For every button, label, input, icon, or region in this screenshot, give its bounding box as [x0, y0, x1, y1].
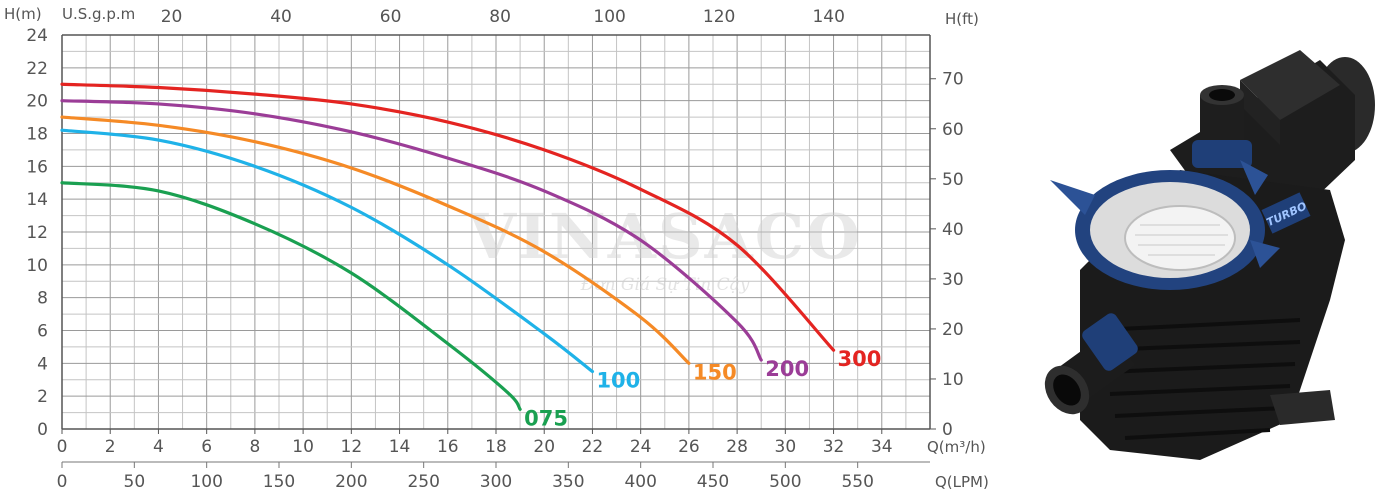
x-tick-label: 2	[105, 437, 116, 457]
y-tick-label: 6	[37, 322, 48, 342]
x-tick-label: 32	[823, 437, 845, 457]
x-tick-label: 0	[57, 437, 68, 457]
y-tick-label: 20	[26, 92, 48, 112]
series-label-150: 150	[693, 360, 737, 384]
watermark-brand: VINASACO	[467, 200, 862, 273]
series-label-100: 100	[596, 369, 640, 393]
series-labels: 075 100 150 200 300	[524, 347, 881, 430]
gpm-tick-label: 100	[593, 7, 625, 27]
y-tick-label: 24	[26, 26, 48, 46]
y-tick-label: 12	[26, 223, 48, 243]
terminal-box	[1240, 50, 1340, 120]
ft-tick-label: 0	[942, 420, 953, 440]
x-tick-label: 10	[292, 437, 314, 457]
ft-tick-label: 70	[942, 70, 964, 90]
lpm-tick-label: 350	[552, 472, 584, 492]
lid-handle-top	[1240, 160, 1268, 195]
lpm-tick-label: 550	[841, 472, 873, 492]
x-tick-label: 4	[153, 437, 164, 457]
series-label-075: 075	[524, 406, 568, 430]
x-tick-label: 34	[871, 437, 893, 457]
x-tick-label: 18	[485, 437, 507, 457]
gpm-tick-label: 140	[812, 7, 844, 27]
gpm-tick-label: 20	[161, 7, 183, 27]
left-axis-label: H(m)	[4, 5, 42, 23]
gpm-tick-label: 40	[270, 7, 292, 27]
y-tick-label: 0	[37, 420, 48, 440]
ft-tick-label: 40	[942, 220, 964, 240]
x-tick-label: 30	[775, 437, 797, 457]
series-line-300	[60, 82, 836, 352]
series-label-200: 200	[765, 357, 809, 381]
gpm-tick-label: 60	[380, 7, 402, 27]
lpm-axis-label: Q(LPM)	[935, 473, 989, 491]
strainer-basket	[1124, 205, 1236, 271]
lpm-tick-label: 150	[263, 472, 295, 492]
series-line-200	[60, 99, 763, 362]
ft-tick-label: 50	[942, 170, 964, 190]
y-tick-label: 4	[37, 354, 48, 374]
x-tick-label: 16	[437, 437, 459, 457]
gpm-tick-label: 120	[703, 7, 735, 27]
y-tick-label: 16	[26, 157, 48, 177]
y-tick-label: 18	[26, 125, 48, 145]
series-label-300: 300	[838, 347, 882, 371]
x-tick-label: 6	[201, 437, 212, 457]
ft-tick-label: 10	[942, 370, 964, 390]
logo-plate	[1261, 192, 1311, 234]
x-tick-label: 20	[533, 437, 555, 457]
right-axis-label: H(ft)	[945, 10, 979, 28]
lpm-tick-label: 450	[697, 472, 729, 492]
lpm-tick-label: 100	[190, 472, 222, 492]
y-tick-label: 14	[26, 190, 48, 210]
series-line-075	[60, 181, 522, 411]
pump-product-image: TURBO	[1044, 50, 1375, 460]
ft-tick-label: 20	[942, 320, 964, 340]
bottom-axis-label: Q(m³/h)	[927, 438, 986, 456]
x-tick-label: 22	[582, 437, 604, 457]
lpm-tick-label: 0	[57, 472, 68, 492]
lpm-tick-label: 500	[769, 472, 801, 492]
x-tick-label: 26	[678, 437, 700, 457]
gpm-tick-label: 80	[489, 7, 511, 27]
x-tick-label: 12	[341, 437, 363, 457]
y-tick-label: 22	[26, 59, 48, 79]
inlet-union	[1082, 313, 1138, 371]
y-tick-label: 10	[26, 256, 48, 276]
x-tick-label: 14	[389, 437, 411, 457]
y-tick-label: 2	[37, 387, 48, 407]
x-tick-label: 24	[630, 437, 652, 457]
x-tick-label: 28	[726, 437, 748, 457]
series-line-150	[60, 115, 691, 365]
lpm-tick-label: 50	[124, 472, 146, 492]
lpm-tick-label: 200	[335, 472, 367, 492]
lpm-tick-label: 300	[480, 472, 512, 492]
lpm-tick-label: 400	[624, 472, 656, 492]
lid-handle-left	[1050, 180, 1095, 215]
watermark: VINASACO Đơn Giá Sự Tin Cậy	[467, 200, 862, 295]
lpm-tick-label: 250	[407, 472, 439, 492]
ft-tick-label: 30	[942, 270, 964, 290]
chart-series	[60, 82, 836, 411]
series-line-100	[60, 128, 595, 374]
housing-ribs	[1099, 318, 1301, 440]
lid-handle-right	[1250, 240, 1280, 268]
outlet-union	[1192, 140, 1252, 168]
y-tick-label: 8	[37, 289, 48, 309]
top-axis-label: U.S.g.p.m	[62, 5, 135, 23]
watermark-tagline: Đơn Giá Sự Tin Cậy	[580, 275, 750, 295]
ft-tick-label: 60	[942, 120, 964, 140]
x-tick-label: 8	[249, 437, 260, 457]
